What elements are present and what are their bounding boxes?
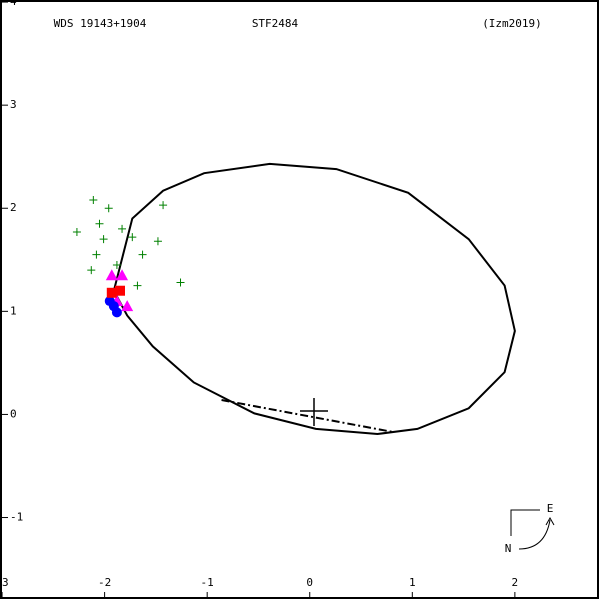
y-tick-label: 2 (10, 201, 17, 214)
chart-subtitle: STF2484 (252, 17, 299, 30)
x-tick-label: -1 (201, 576, 214, 589)
plus-point (153, 237, 162, 246)
reference: (Izm2019) (482, 17, 542, 30)
x-tick-label: 0 (306, 576, 313, 589)
y-tick-label: -1 (10, 511, 23, 524)
plus-point (112, 260, 121, 269)
chart-title: WDS 19143+1904 (54, 17, 147, 30)
compass-north: N (505, 542, 512, 555)
line-of-nodes (221, 399, 394, 433)
triangle-point (121, 300, 134, 312)
plus-point (176, 278, 185, 287)
x-tick-label: 1 (409, 576, 416, 589)
square-point (106, 287, 117, 298)
plus-point (95, 219, 104, 228)
plus-point (99, 235, 108, 244)
plus-point (89, 196, 98, 204)
plus-point (104, 204, 113, 213)
x-tick-label: -2 (98, 576, 111, 589)
plus-point (138, 250, 147, 259)
compass-east: E (547, 502, 554, 515)
plus-point (128, 233, 137, 242)
plus-point (87, 266, 96, 275)
x-tick-label: -3 (0, 576, 9, 589)
y-tick-label: 3 (10, 98, 17, 111)
square-point (115, 285, 125, 296)
plus-point (118, 224, 127, 233)
y-tick-label: 1 (10, 304, 17, 317)
plus-point (72, 227, 81, 236)
compass-arrow (510, 509, 555, 550)
primary-star (300, 398, 328, 426)
triangle-point (116, 269, 129, 281)
triangle-point (105, 269, 118, 281)
orbit-ellipse (112, 162, 516, 436)
plus-point (159, 201, 168, 210)
plus-point (92, 250, 101, 259)
y-tick-label: 4 (10, 0, 17, 8)
circle-point (108, 301, 119, 312)
y-tick-label: 0 (10, 407, 17, 420)
x-tick-label: 2 (512, 576, 519, 589)
plus-point (133, 281, 142, 290)
